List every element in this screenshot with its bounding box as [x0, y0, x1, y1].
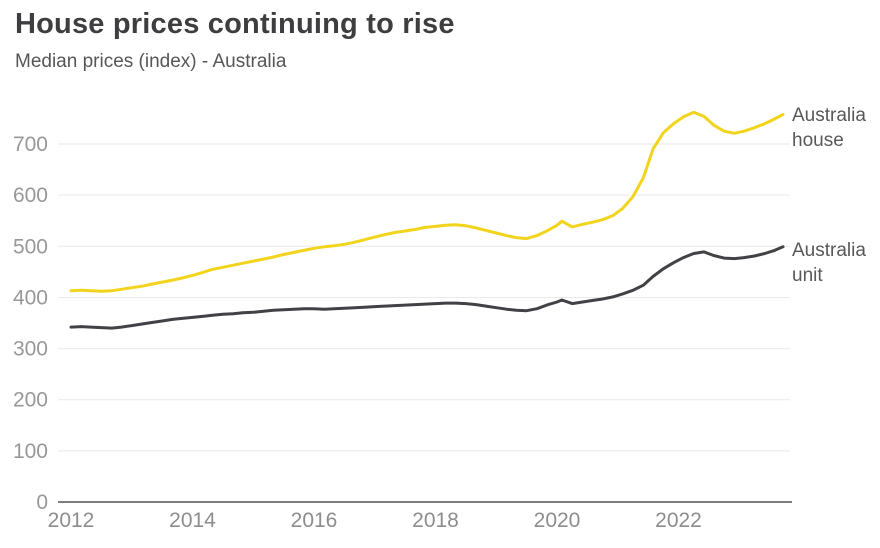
legend-label-australia-house: Australia house [792, 105, 866, 151]
x-tick-label-2016: 2016 [291, 509, 338, 532]
chart-subtitle: Median prices (index) - Australia [15, 51, 287, 72]
y-tick-label-200: 200 [13, 389, 48, 412]
chart-title: House prices continuing to rise [15, 8, 455, 40]
x-tick-label-2020: 2020 [534, 509, 581, 532]
y-tick-label-100: 100 [13, 440, 48, 463]
y-tick-label-0: 0 [36, 491, 48, 514]
y-tick-label-400: 400 [13, 286, 48, 309]
y-tick-label-500: 500 [13, 235, 48, 258]
y-tick-label-600: 600 [13, 184, 48, 207]
x-tick-label-2014: 2014 [169, 509, 216, 532]
chart-header: House prices continuing to rise Median p… [15, 8, 455, 73]
x-tick-label-2022: 2022 [655, 509, 702, 532]
y-tick-label-700: 700 [13, 133, 48, 156]
y-tick-label-300: 300 [13, 338, 48, 361]
house-series-line [69, 110, 785, 293]
x-tick-label-2012: 2012 [48, 509, 95, 532]
legend-label-australia-unit: Australia unit [792, 240, 866, 286]
x-tick-label-2018: 2018 [412, 509, 459, 532]
unit-series-line [69, 245, 785, 330]
